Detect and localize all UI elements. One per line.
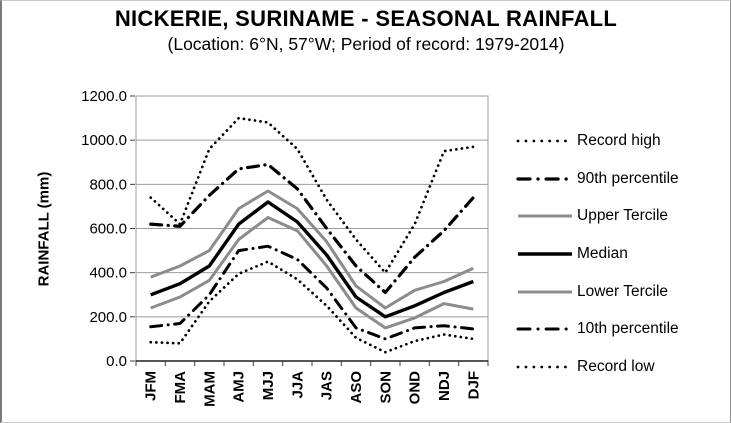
series-line-record-low <box>149 260 475 354</box>
series-line-record-high <box>149 116 475 275</box>
x-tick-label: SON <box>377 371 394 404</box>
x-tick-label: MJJ <box>260 371 277 400</box>
series-line-upper-tercile <box>150 189 474 310</box>
series-line-90th-percentile <box>149 162 475 295</box>
legend-line-sample-median <box>518 252 572 256</box>
y-tick-label: 800.0 <box>89 176 127 193</box>
legend-item-upper-tercile: Upper Tercile <box>516 197 730 235</box>
x-tick-label: FMA <box>172 371 189 404</box>
series-line-median <box>150 200 474 319</box>
x-tick-label: MAM <box>201 371 218 407</box>
legend-item-10th-percentile: 10th percentile <box>516 310 730 348</box>
y-tick-label: 0.0 <box>106 353 127 370</box>
x-tick-label: NDJ <box>436 371 453 401</box>
legend-line-sample-record-low <box>516 365 574 369</box>
legend-item-lower-tercile: Lower Tercile <box>516 273 730 311</box>
legend: Record high 90th percentile Upper Tercile M… <box>516 122 730 386</box>
x-tick-label: AMJ <box>231 371 248 403</box>
series-line-lower-tercile <box>150 216 474 330</box>
y-tick-label: 1200.0 <box>81 88 127 105</box>
x-tick-label: ASO <box>348 371 365 404</box>
x-tick-label: OND <box>407 371 424 405</box>
legend-line-sample-lower-tercile <box>518 290 572 294</box>
x-tick-label: JFM <box>143 371 160 401</box>
y-tick-label: 1000.0 <box>81 132 127 149</box>
legend-line-sample-upper-tercile <box>518 214 572 218</box>
legend-label-upper-tercile: Upper Tercile <box>577 207 669 225</box>
chart-subtitle: (Location: 6°N, 57°W; Period of record: … <box>167 34 565 54</box>
x-tick-label: JJA <box>289 371 306 399</box>
chart-title: NICKERIE, SURINAME - SEASONAL RAINFALL <box>114 6 618 31</box>
legend-item-record-low: Record low <box>516 348 730 386</box>
legend-label-record-low: Record low <box>577 357 655 375</box>
legend-item-90th-percentile: 90th percentile <box>516 160 730 198</box>
legend-line-sample-10th-percentile <box>516 327 574 331</box>
series-line-10th-percentile <box>149 244 475 341</box>
legend-label-10th-percentile: 10th percentile <box>577 320 679 338</box>
legend-label-90th-percentile: 90th percentile <box>577 169 679 187</box>
x-tick-label: DJF <box>465 371 482 399</box>
legend-label-lower-tercile: Lower Tercile <box>577 282 669 300</box>
legend-label-median: Median <box>577 244 628 262</box>
y-tick-label: 400.0 <box>89 265 127 282</box>
y-tick-label: 200.0 <box>89 309 127 326</box>
legend-line-sample-90th-percentile <box>516 176 574 181</box>
legend-item-median: Median <box>516 235 730 273</box>
x-tick-label: JAS <box>319 371 336 400</box>
y-tick-label: 600.0 <box>89 221 127 238</box>
legend-label-record-high: Record high <box>577 131 661 149</box>
legend-line-sample-record-high <box>516 139 574 143</box>
legend-item-record-high: Record high <box>516 122 730 160</box>
